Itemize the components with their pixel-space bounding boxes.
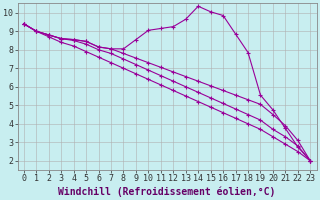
X-axis label: Windchill (Refroidissement éolien,°C): Windchill (Refroidissement éolien,°C) — [58, 186, 276, 197]
